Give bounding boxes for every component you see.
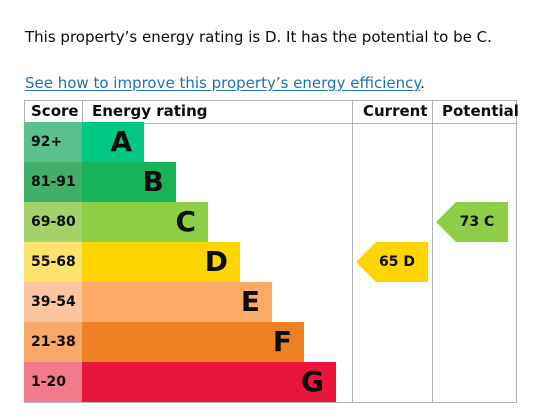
score-header: Score	[31, 102, 79, 120]
score-range: 92+	[24, 122, 82, 162]
improvement-link-line: See how to improve this property’s energ…	[25, 74, 425, 92]
score-rating-divider	[82, 100, 83, 123]
score-range: 81-91	[24, 162, 82, 202]
current-header: Current	[363, 102, 428, 120]
potential-arrow-shape	[436, 202, 508, 242]
score-range: 21-38	[24, 322, 82, 362]
graph-border-top	[24, 100, 517, 101]
graph-border-bottom	[24, 402, 517, 403]
current-rating-label: 65 D	[369, 254, 415, 270]
band-bar-c: C	[82, 202, 208, 242]
current-rating-arrow: 65 D	[356, 242, 428, 282]
score-range: 1-20	[24, 362, 82, 402]
current-arrow-shape	[356, 242, 428, 282]
band-bar-b: B	[82, 162, 176, 202]
potential-band: C	[484, 214, 495, 230]
band-bar-a: A	[82, 122, 144, 162]
potential-score: 73	[459, 214, 480, 230]
improve-efficiency-link[interactable]: See how to improve this property’s energ…	[25, 74, 421, 92]
header-divider	[24, 123, 517, 124]
score-range: 39-54	[24, 282, 82, 322]
current-score: 65	[379, 254, 399, 270]
band-bar-f: F	[82, 322, 304, 362]
potential-column-divider	[432, 100, 433, 403]
link-full-stop: .	[420, 74, 425, 92]
potential-rating-arrow: 73 C	[436, 202, 508, 242]
band-bar-g: G	[82, 362, 336, 402]
current-arrow-fill	[356, 242, 428, 282]
energy-rating-header: Energy rating	[92, 102, 208, 120]
rating-summary: This property’s energy rating is D. It h…	[25, 28, 492, 46]
band-bar-e: E	[82, 282, 272, 322]
potential-arrow-fill	[436, 202, 508, 242]
current-band: D	[403, 254, 415, 270]
band-bar-d: D	[82, 242, 240, 282]
current-column-divider	[352, 100, 353, 403]
score-range: 69-80	[24, 202, 82, 242]
score-range: 55-68	[24, 242, 82, 282]
potential-rating-label: 73 C	[450, 214, 495, 230]
graph-border-right	[516, 100, 517, 403]
potential-header: Potential	[442, 102, 519, 120]
energy-rating-graph: Score Energy rating Current Potential 92…	[24, 100, 519, 403]
